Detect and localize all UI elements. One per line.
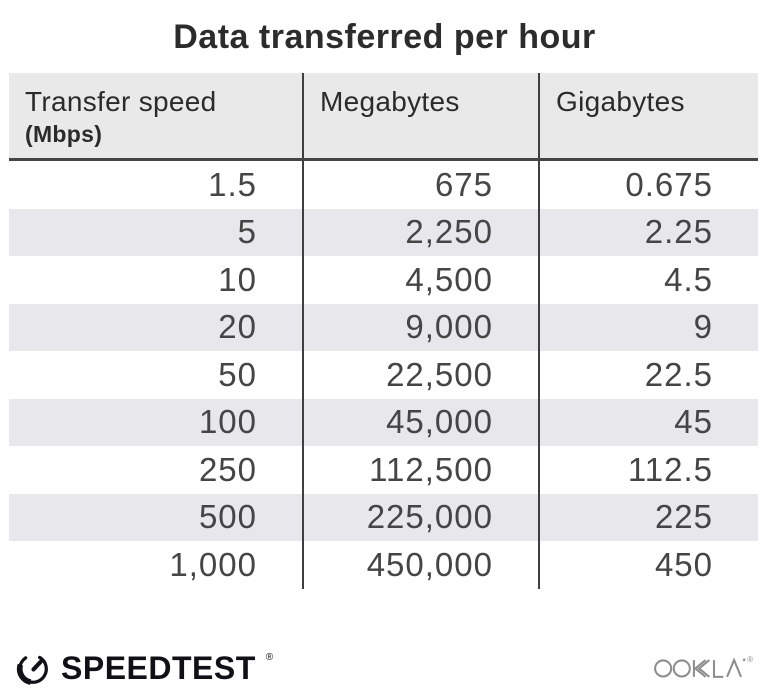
cell-gigabytes: 45 (538, 398, 758, 446)
cell-megabytes: 4,500 (302, 256, 538, 304)
cell-megabytes: 450,000 (302, 541, 538, 589)
cell-gigabytes: 450 (538, 541, 758, 589)
cell-gigabytes: 22.5 (538, 351, 758, 399)
speedtest-gauge-icon (16, 652, 50, 686)
cell-megabytes: 9,000 (302, 303, 538, 351)
table-row: 250 112,500 112.5 (9, 446, 758, 494)
registered-trademark-icon: ® (265, 652, 274, 663)
table-row: 100 45,000 45 (9, 398, 758, 446)
table-row: 1,000 450,000 450 (9, 541, 758, 589)
cell-gigabytes: 4.5 (538, 256, 758, 304)
cell-speed: 1.5 (208, 165, 257, 203)
cell-megabytes: 675 (302, 161, 538, 209)
table-row: 50 22,500 22.5 (9, 351, 758, 399)
table-row: 1.5 675 0.675 (9, 161, 758, 209)
cell-megabytes: 22,500 (302, 351, 538, 399)
ookla-wordmark-icon (654, 657, 746, 678)
cell-megabytes: 45,000 (302, 398, 538, 446)
cell-megabytes: 2,250 (302, 208, 538, 256)
cell-megabytes: 225,000 (302, 493, 538, 541)
header-label: Gigabytes (556, 86, 685, 117)
cell-speed: 1,000 (169, 545, 257, 583)
table-header: Transfer speed (Mbps) Megabytes Gigabyte… (9, 73, 758, 161)
header-label: Transfer speed (25, 86, 217, 117)
footer: SPEEDTEST ® ® (14, 646, 753, 690)
cell-speed: 50 (218, 355, 257, 393)
header-transfer-speed: Transfer speed (Mbps) (9, 73, 302, 158)
cell-gigabytes: 9 (538, 303, 758, 351)
cell-gigabytes: 112.5 (538, 446, 758, 494)
table-row: 500 225,000 225 (9, 493, 758, 541)
header-gigabytes: Gigabytes (538, 73, 758, 158)
registered-trademark-icon: ® (747, 655, 753, 664)
cell-megabytes: 112,500 (302, 446, 538, 494)
cell-speed: 20 (218, 308, 257, 346)
table-row: 20 9,000 9 (9, 303, 758, 351)
cell-speed: 10 (218, 260, 257, 298)
ookla-logo: ® (653, 654, 753, 682)
cell-gigabytes: 0.675 (538, 161, 758, 209)
data-table: Transfer speed (Mbps) Megabytes Gigabyte… (9, 73, 758, 589)
cell-speed: 500 (198, 498, 257, 536)
header-sublabel: (Mbps) (25, 121, 103, 147)
header-label: Megabytes (320, 86, 460, 117)
cell-gigabytes: 225 (538, 493, 758, 541)
header-megabytes: Megabytes (302, 73, 538, 158)
cell-speed: 250 (198, 450, 257, 488)
speedtest-logo: SPEEDTEST ® (14, 649, 273, 687)
cell-gigabytes: 2.25 (538, 208, 758, 256)
page-title: Data transferred per hour (173, 18, 596, 56)
speedtest-wordmark: SPEEDTEST (61, 650, 256, 686)
cell-speed: 5 (237, 213, 257, 251)
table-body: 1.5 675 0.675 5 2,250 2.25 10 4,500 4.5 … (9, 161, 758, 589)
table-row: 10 4,500 4.5 (9, 256, 758, 304)
table-row: 5 2,250 2.25 (9, 208, 758, 256)
cell-speed: 100 (198, 403, 257, 441)
